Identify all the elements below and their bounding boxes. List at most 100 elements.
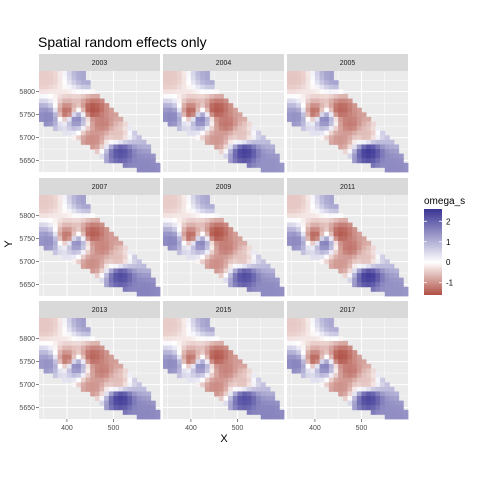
- heatmap-cell: [172, 354, 178, 360]
- heatmap-cell: [328, 126, 334, 132]
- heatmap-cell: [270, 286, 276, 292]
- heatmap-cell: [314, 126, 320, 132]
- heatmap-cell: [204, 98, 210, 104]
- heatmap-cell: [251, 158, 257, 164]
- heatmap-cell: [342, 236, 348, 242]
- heatmap-cell: [265, 158, 271, 164]
- heatmap-cell: [223, 103, 229, 109]
- heatmap-cell: [260, 414, 266, 420]
- heatmap-cell: [287, 354, 293, 360]
- heatmap-cell: [108, 116, 114, 122]
- heatmap-cell: [214, 213, 220, 219]
- heatmap-cell: [39, 116, 45, 122]
- heatmap-cell: [200, 377, 206, 383]
- heatmap-cell: [80, 250, 86, 256]
- heatmap-cell: [333, 259, 339, 265]
- heatmap-cell: [195, 103, 201, 109]
- heatmap-cell: [200, 112, 206, 118]
- heatmap-cell: [195, 318, 201, 323]
- heatmap-cell: [94, 259, 100, 265]
- heatmap-cell: [352, 250, 358, 256]
- facet-strip-label: 2013: [92, 307, 108, 314]
- heatmap-cell: [90, 373, 96, 379]
- heatmap-cell: [394, 167, 400, 173]
- heatmap-cell: [380, 162, 386, 168]
- heatmap-cell: [356, 130, 362, 136]
- heatmap-cell: [66, 217, 72, 223]
- heatmap-cell: [71, 259, 77, 265]
- heatmap-cell: [39, 331, 45, 337]
- heatmap-cell: [167, 71, 173, 76]
- heatmap-cell: [305, 126, 311, 132]
- heatmap-cell: [85, 84, 91, 90]
- heatmap-cell: [43, 107, 49, 113]
- heatmap-cell: [71, 373, 77, 379]
- heatmap-cell: [99, 139, 105, 145]
- heatmap-cell: [361, 268, 367, 274]
- heatmap-cell: [39, 213, 45, 219]
- heatmap-cell: [209, 126, 215, 132]
- heatmap-cell: [104, 282, 110, 288]
- heatmap-cell: [71, 75, 77, 81]
- heatmap-cell: [52, 71, 59, 76]
- heatmap-cell: [342, 130, 348, 136]
- heatmap-cell: [366, 250, 372, 256]
- heatmap-cell: [108, 126, 114, 132]
- heatmap-cell: [108, 386, 114, 392]
- heatmap-cell: [260, 158, 266, 164]
- heatmap-cell: [228, 263, 234, 269]
- heatmap-cell: [342, 139, 348, 145]
- heatmap-cell: [300, 250, 307, 256]
- heatmap-cell: [342, 363, 348, 369]
- heatmap-cell: [265, 144, 271, 150]
- heatmap-cell: [163, 359, 169, 365]
- heatmap-cell: [214, 354, 220, 360]
- heatmap-cell: [190, 80, 196, 86]
- heatmap-cell: [43, 354, 49, 360]
- heatmap-cell: [352, 130, 358, 136]
- heatmap-cell: [39, 222, 45, 228]
- heatmap-cell: [347, 240, 353, 246]
- heatmap-cell: [246, 377, 252, 383]
- heatmap-cell: [338, 227, 344, 233]
- heatmap-cell: [48, 363, 54, 369]
- heatmap-cell: [380, 144, 386, 150]
- heatmap-cell: [319, 93, 325, 99]
- heatmap-cell: [218, 98, 224, 104]
- heatmap-cell: [172, 75, 178, 81]
- heatmap-cell: [141, 414, 147, 420]
- heatmap-cell: [370, 405, 376, 411]
- heatmap-cell: [347, 363, 353, 369]
- heatmap-cell: [214, 139, 220, 145]
- heatmap-cell: [291, 368, 297, 374]
- heatmap-cell: [356, 236, 362, 242]
- heatmap-cell: [66, 231, 72, 237]
- heatmap-cell: [389, 286, 395, 292]
- heatmap-cell: [214, 130, 220, 136]
- heatmap-cell: [314, 254, 320, 260]
- heatmap-cell: [214, 340, 220, 346]
- heatmap-cell: [94, 236, 100, 242]
- heatmap-cell: [338, 103, 344, 109]
- heatmap-cell: [94, 263, 100, 269]
- heatmap-cell: [328, 363, 334, 369]
- heatmap-cell: [80, 204, 86, 210]
- heatmap-cell: [71, 245, 77, 251]
- heatmap-cell: [94, 240, 100, 246]
- heatmap-cell: [237, 377, 243, 383]
- heatmap-cell: [99, 107, 105, 113]
- heatmap-cell: [394, 268, 400, 274]
- heatmap-cell: [223, 236, 229, 242]
- heatmap-cell: [176, 373, 183, 379]
- heatmap-cell: [300, 340, 307, 346]
- heatmap-cell: [305, 322, 311, 328]
- heatmap-cell: [195, 217, 201, 223]
- heatmap-cell: [99, 250, 105, 256]
- heatmap-cell: [338, 373, 344, 379]
- heatmap-cell: [338, 368, 344, 374]
- heatmap-cell: [204, 199, 210, 205]
- heatmap-cell: [195, 98, 201, 104]
- heatmap-cell: [237, 391, 243, 397]
- heatmap-cell: [242, 368, 248, 374]
- heatmap-cell: [384, 405, 390, 411]
